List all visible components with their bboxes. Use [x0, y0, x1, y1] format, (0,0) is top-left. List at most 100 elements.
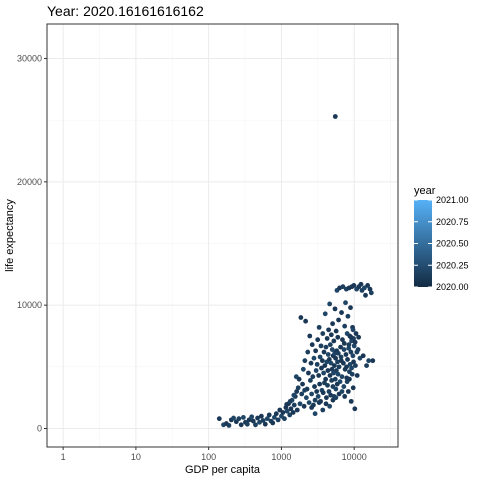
- data-point: [308, 360, 314, 366]
- data-point: [324, 395, 329, 401]
- data-point: [366, 358, 372, 364]
- data-point: [340, 284, 346, 290]
- data-point: [340, 337, 345, 343]
- data-point: [262, 421, 268, 427]
- data-point: [301, 403, 307, 409]
- data-point: [297, 401, 303, 407]
- x-tick-label: 100: [201, 452, 216, 462]
- legend: year 2021.00 2020.75 2020.50 2020.25 2020.00: [414, 185, 469, 292]
- data-point: [347, 376, 352, 382]
- data-point: [351, 343, 357, 349]
- plot-panel-background: [47, 24, 398, 447]
- data-point: [314, 389, 320, 394]
- data-point: [316, 400, 322, 406]
- data-point: [334, 368, 339, 373]
- data-point: [250, 418, 256, 424]
- data-point: [335, 371, 341, 377]
- plot-panel: [46, 23, 399, 448]
- data-point: [260, 418, 266, 423]
- data-point: [329, 378, 335, 383]
- data-point: [291, 402, 297, 408]
- data-point: [302, 358, 308, 364]
- x-tick-label: 10: [131, 452, 141, 462]
- data-point: [295, 385, 301, 391]
- data-point: [257, 419, 262, 425]
- y-tick-label: 20000: [17, 177, 42, 187]
- data-point: [325, 352, 331, 357]
- data-point: [271, 415, 277, 420]
- data-point: [310, 374, 316, 380]
- data-point: [332, 363, 337, 369]
- data-point: [338, 358, 344, 364]
- data-point: [356, 334, 362, 340]
- data-point: [316, 373, 322, 378]
- data-point: [315, 337, 321, 343]
- data-point: [315, 394, 321, 399]
- data-point: [336, 364, 342, 370]
- data-point: [364, 363, 369, 369]
- data-point: [328, 332, 334, 338]
- data-point: [240, 415, 246, 420]
- data-point: [216, 416, 222, 422]
- data-point: [348, 334, 354, 340]
- data-point: [226, 423, 232, 428]
- data-point: [284, 402, 290, 407]
- data-point: [324, 336, 330, 341]
- legend-tick-label: 2020.75: [436, 217, 469, 227]
- data-point: [284, 408, 290, 414]
- data-point: [330, 321, 336, 327]
- data-point: [280, 410, 286, 415]
- data-point: [354, 349, 360, 355]
- data-point: [288, 406, 294, 412]
- data-point: [353, 363, 358, 369]
- data-point: [358, 281, 364, 287]
- data-point: [287, 398, 293, 404]
- data-point: [331, 338, 337, 344]
- data-point: [327, 403, 333, 409]
- data-point: [299, 391, 305, 397]
- data-point: [323, 376, 329, 382]
- data-point: [294, 389, 300, 394]
- data-point: [349, 371, 355, 377]
- data-point: [321, 349, 327, 355]
- legend-tick-label: 2020.50: [436, 239, 469, 249]
- data-point: [300, 366, 306, 372]
- x-tick-label: 10000: [342, 452, 367, 462]
- data-point: [350, 327, 356, 333]
- data-point: [296, 376, 302, 382]
- data-point: [328, 360, 334, 366]
- data-point: [275, 417, 281, 423]
- data-point: [326, 389, 332, 394]
- data-point: [236, 416, 242, 422]
- data-point: [307, 333, 313, 339]
- data-point: [354, 373, 360, 378]
- data-point: [346, 342, 352, 348]
- data-point: [349, 365, 354, 371]
- data-point: [309, 391, 315, 397]
- data-point: [314, 361, 320, 367]
- data-point: [353, 331, 359, 336]
- data-point: [338, 354, 344, 360]
- data-point: [335, 350, 341, 356]
- y-axis: 0 10000 20000 30000: [17, 54, 47, 434]
- data-point: [318, 343, 324, 349]
- data-point: [287, 412, 293, 418]
- data-point: [332, 376, 338, 382]
- grid-major: [47, 24, 398, 447]
- data-point: [309, 342, 315, 348]
- data-point: [333, 328, 339, 334]
- data-point: [346, 345, 352, 351]
- grid-minor: [47, 24, 398, 447]
- data-point: [319, 365, 324, 371]
- data-point: [350, 385, 356, 391]
- data-point: [345, 389, 351, 394]
- data-point: [327, 342, 333, 348]
- data-point: [327, 301, 333, 307]
- data-point: [352, 406, 358, 412]
- data-point: [311, 355, 317, 361]
- data-point: [342, 394, 348, 399]
- data-point: [249, 414, 255, 420]
- data-point: [332, 306, 338, 312]
- data-point: [320, 407, 326, 413]
